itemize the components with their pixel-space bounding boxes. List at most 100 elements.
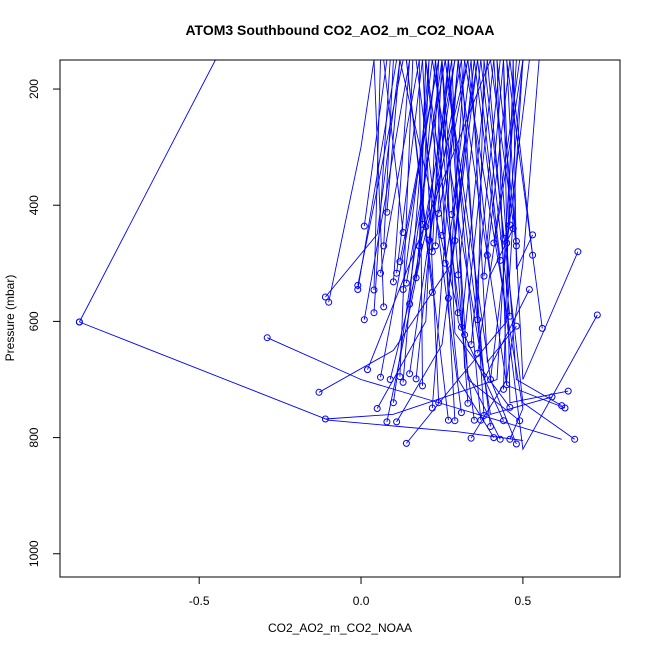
profile-line-68 — [386, 60, 401, 213]
profile-point-15 — [490, 434, 498, 442]
profile-point-39 — [506, 403, 514, 411]
profile-point-69 — [389, 278, 397, 286]
profile-point-98 — [428, 288, 436, 296]
profile-point-32 — [503, 239, 511, 247]
profile-line-25 — [512, 60, 534, 270]
profile-point-95 — [490, 239, 498, 247]
profile-line-54 — [402, 60, 430, 383]
profile-line-32 — [506, 60, 524, 244]
y-tick-label-1: 400 — [27, 195, 41, 215]
profile-point-9 — [393, 418, 401, 426]
profile-point-68 — [383, 208, 391, 216]
profile-point-34 — [496, 256, 504, 264]
profile-point-101 — [487, 376, 494, 383]
profile-line-70 — [396, 60, 423, 274]
profile-point-21 — [516, 417, 524, 425]
profile-point-78 — [422, 223, 430, 231]
profile-line-0 — [79, 60, 216, 323]
profile-line-69 — [392, 60, 411, 282]
profile-point-75 — [412, 274, 420, 282]
profile-line-58 — [380, 60, 440, 378]
profile-point-88 — [454, 271, 462, 279]
profile-line-92 — [477, 60, 485, 320]
profile-point-8 — [402, 439, 410, 447]
profile-line-76 — [418, 60, 427, 246]
profile-line-81 — [435, 60, 449, 246]
profile-point-79 — [425, 236, 433, 244]
profile-point-22 — [593, 311, 601, 319]
profile-line-93 — [483, 60, 504, 277]
profile-line-96 — [373, 60, 385, 307]
profile-line-11 — [470, 60, 540, 439]
profile-point-84 — [441, 259, 449, 267]
profile-point-51 — [419, 382, 426, 390]
profile-line-36 — [470, 60, 517, 364]
plot-frame — [59, 59, 621, 578]
profile-line-5 — [325, 60, 401, 298]
profile-point-54 — [399, 378, 407, 386]
x-tick-label-2: 0.5 — [515, 594, 532, 608]
profile-point-5 — [321, 293, 329, 301]
profile-line-26 — [457, 60, 530, 382]
chart-title: ATOM3 Southbound CO2_AO2_m_CO2_NOAA — [185, 22, 494, 38]
y-tick-label-2: 600 — [27, 311, 41, 331]
profile-point-52 — [412, 375, 420, 383]
profile-point-67 — [380, 242, 388, 250]
profile-point-26 — [525, 286, 533, 293]
profile-line-56 — [392, 60, 443, 403]
profile-line-90 — [464, 60, 495, 335]
profile-point-13 — [506, 435, 514, 443]
profile-line-83 — [441, 60, 459, 236]
profile-point-74 — [406, 300, 414, 308]
profile-point-45 — [464, 399, 472, 407]
profile-line-66 — [380, 60, 420, 274]
profile-line-87 — [454, 60, 475, 241]
profile-point-66 — [377, 269, 384, 277]
profile-line-88 — [457, 60, 482, 275]
profile-point-92 — [474, 316, 482, 324]
profile-point-25 — [529, 231, 537, 239]
profile-line-61 — [357, 60, 404, 286]
profile-line-12 — [451, 60, 501, 440]
profile-line-42 — [460, 60, 485, 416]
profile-line-1 — [79, 321, 523, 441]
profile-line-99 — [399, 60, 459, 313]
profile-line-65 — [373, 60, 391, 313]
profile-point-64 — [370, 286, 378, 294]
profile-point-41 — [487, 423, 494, 430]
profile-point-90 — [461, 331, 469, 339]
profile-line-80 — [431, 60, 443, 252]
profile-point-80 — [428, 248, 436, 256]
profile-point-58 — [377, 373, 384, 381]
profile-point-93 — [480, 272, 488, 280]
profile-point-56 — [389, 399, 397, 407]
profile-point-49 — [435, 399, 443, 407]
profile-point-35 — [506, 312, 514, 320]
profile-point-11 — [467, 434, 475, 442]
y-axis: 200 400 600 800 1000 — [27, 79, 60, 567]
profile-point-10 — [383, 418, 391, 426]
profile-point-60 — [360, 316, 368, 324]
profile-point-12 — [496, 435, 504, 443]
profile-point-4 — [321, 415, 329, 423]
profile-point-71 — [396, 258, 404, 266]
x-axis: -0.5 0.0 0.5 — [189, 577, 532, 608]
profile-point-91 — [467, 341, 475, 349]
profile-line-94 — [486, 60, 511, 256]
profile-point-27 — [529, 251, 537, 259]
profile-point-37 — [503, 381, 511, 389]
profile-line-24 — [506, 60, 543, 329]
profile-point-19 — [561, 404, 569, 412]
profile-point-65 — [370, 309, 378, 317]
profile-point-94 — [483, 251, 491, 259]
y-tick-label-0: 200 — [27, 79, 41, 99]
profile-point-53 — [406, 370, 414, 378]
profile-line-97 — [383, 60, 404, 233]
profile-point-62 — [354, 286, 362, 293]
profile-line-55 — [399, 60, 414, 377]
profile-point-61 — [354, 281, 362, 289]
profile-point-20 — [548, 393, 556, 401]
profile-line-98 — [405, 60, 433, 293]
x-axis-label: CO2_AO2_m_CO2_NOAA — [268, 621, 412, 635]
